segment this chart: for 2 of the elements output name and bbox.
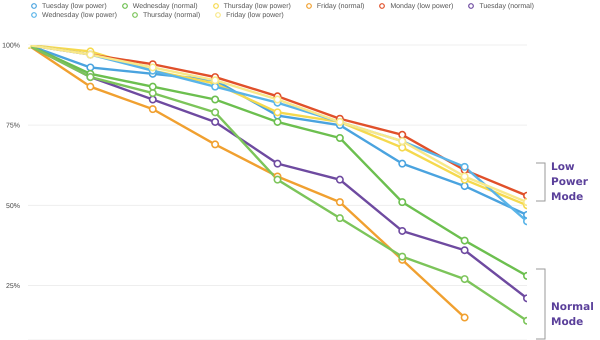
text: Low Power Mode	[551, 160, 589, 205]
text: Normal Mode	[551, 300, 595, 330]
